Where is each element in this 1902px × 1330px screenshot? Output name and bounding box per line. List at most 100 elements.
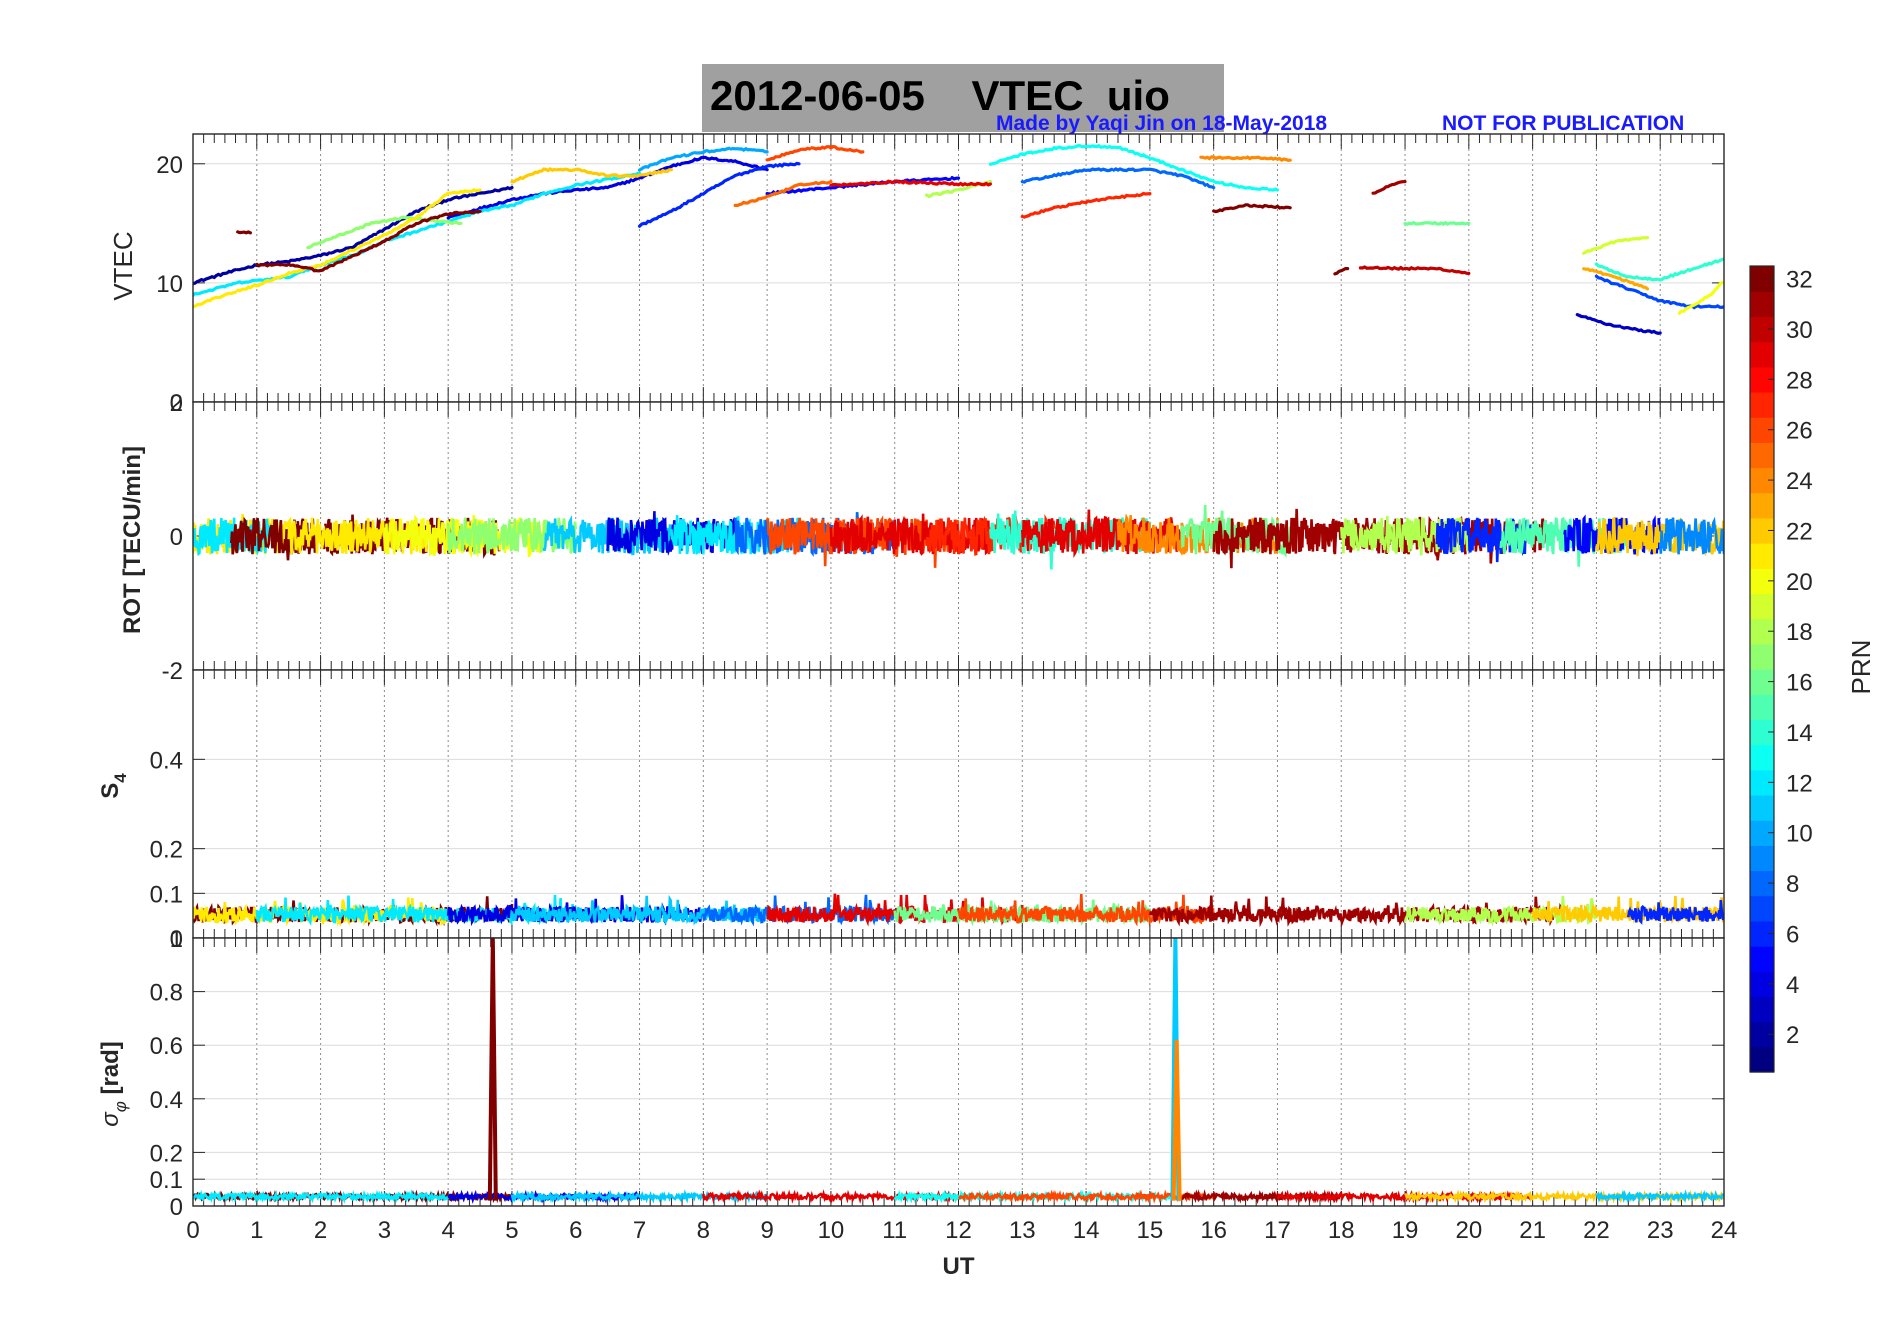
s4-trace-prn-11 bbox=[510, 894, 769, 926]
colorbar-tick-label: 26 bbox=[1786, 418, 1813, 445]
vtec-trace-prn-13 bbox=[988, 143, 1280, 192]
vtec-trace-prn-23 bbox=[1582, 267, 1650, 291]
x-tick-label: 18 bbox=[1328, 1217, 1355, 1244]
colorbar-band bbox=[1750, 492, 1774, 519]
vtec-trace-prn-6 bbox=[637, 161, 801, 228]
y-tick-label: 0.2 bbox=[150, 1140, 183, 1167]
x-tick-label: 5 bbox=[505, 1217, 518, 1244]
vtec-trace-prn-22 bbox=[510, 166, 673, 184]
y-tick-label: 0 bbox=[170, 1194, 183, 1221]
x-tick-label: 15 bbox=[1137, 1217, 1164, 1244]
s4-trace-prn-6 bbox=[1627, 899, 1724, 925]
x-tick-label: 16 bbox=[1200, 1217, 1227, 1244]
rot-trace-prn-18 bbox=[1340, 515, 1471, 556]
vtec-trace-prn-32 bbox=[1333, 267, 1350, 276]
colorbar-tick-label: 18 bbox=[1786, 619, 1813, 646]
vtec-trace-prn-30 bbox=[1358, 265, 1471, 275]
vtec-trace-prn-29 bbox=[829, 179, 992, 188]
s4-trace-prn-18 bbox=[1403, 896, 1598, 927]
colorbar-tick-label: 14 bbox=[1786, 720, 1813, 747]
x-tick-label: 1 bbox=[250, 1217, 263, 1244]
colorbar-label: PRN bbox=[1846, 640, 1876, 695]
y-tick-label: -2 bbox=[162, 658, 183, 685]
colorbar-band bbox=[1750, 291, 1774, 317]
y-axis-label: σφ [rad] bbox=[97, 1041, 130, 1127]
data-layer bbox=[193, 893, 1724, 928]
vtec-trace-prn-8 bbox=[1020, 167, 1216, 190]
colorbar-band bbox=[1750, 946, 1774, 972]
data-layer bbox=[193, 938, 1724, 1205]
y-axis-label-sub: φ bbox=[111, 1101, 130, 1112]
y-axis-label-main: S bbox=[97, 783, 124, 799]
colorbar-tick-label: 30 bbox=[1786, 317, 1813, 344]
x-tick-label: 23 bbox=[1647, 1217, 1674, 1244]
data-layer bbox=[193, 504, 1724, 570]
colorbar-band bbox=[1750, 845, 1774, 872]
y-tick-label: 0 bbox=[170, 524, 183, 551]
y-tick-label: 0.8 bbox=[150, 980, 183, 1007]
vtec-trace-prn-25 bbox=[733, 180, 833, 207]
colorbar-tick-label: 6 bbox=[1786, 921, 1799, 948]
rot-trace-prn-9 bbox=[1658, 516, 1724, 555]
plot-area bbox=[193, 938, 1724, 1206]
x-tick-label: 0 bbox=[186, 1217, 199, 1244]
vtec-trace-prn-7 bbox=[1594, 274, 1724, 310]
colorbar-band bbox=[1750, 643, 1774, 670]
panel-vtec: 0 10 20 VTEC bbox=[108, 133, 1725, 417]
vtec-trace-prn-10 bbox=[637, 146, 769, 172]
sigma-spike-prn-32 bbox=[487, 938, 498, 1201]
colorbar-tick-label: 12 bbox=[1786, 770, 1813, 797]
y-tick-label: 1 bbox=[170, 926, 183, 953]
x-tick-label: 14 bbox=[1073, 1217, 1100, 1244]
colorbar-tick-label: 28 bbox=[1786, 367, 1813, 394]
vtec-trace-prn-32 bbox=[236, 230, 252, 235]
y-axis-label-main: σ bbox=[97, 1111, 124, 1127]
vtec-trace-prn-24 bbox=[1199, 155, 1292, 162]
y-tick-label: 2 bbox=[170, 390, 183, 417]
y-tick-label: 0.1 bbox=[150, 881, 183, 908]
y-axis-label-sub: 4 bbox=[111, 773, 130, 783]
y-tick-label: 0 bbox=[170, 926, 183, 953]
x-tick-label: 20 bbox=[1455, 1217, 1482, 1244]
colorbar-band bbox=[1750, 794, 1774, 821]
x-tick-label: 22 bbox=[1583, 1217, 1610, 1244]
colorbar-band bbox=[1750, 593, 1774, 620]
vtec-trace-prn-14 bbox=[1594, 257, 1724, 282]
y-tick-label: 0.2 bbox=[150, 837, 183, 864]
x-tick-label: 24 bbox=[1711, 1217, 1738, 1244]
chart-title: 2012-06-05 VTEC uio bbox=[710, 72, 1170, 119]
y-tick-label: 0.4 bbox=[150, 1087, 183, 1114]
sigma-trace-prn-22 bbox=[1404, 1189, 1724, 1205]
colorbar-band bbox=[1750, 744, 1774, 771]
y-tick-label: 0.1 bbox=[150, 1167, 183, 1194]
colorbar-tick-label: 2 bbox=[1786, 1022, 1799, 1049]
y-tick-label: 0 bbox=[170, 390, 183, 417]
y-axis-label: S4 bbox=[97, 773, 130, 799]
sigma-trace-prn-11 bbox=[1595, 1189, 1724, 1204]
colorbar-band bbox=[1750, 391, 1774, 418]
colorbar-band bbox=[1750, 895, 1774, 922]
vtec-trace-prn-17 bbox=[306, 215, 463, 250]
colorbar-band bbox=[1750, 1046, 1774, 1073]
x-tick-label: 10 bbox=[818, 1217, 845, 1244]
not-for-publication-text: NOT FOR PUBLICATION bbox=[1442, 112, 1685, 135]
colorbar-tick-label: 10 bbox=[1786, 821, 1813, 848]
colorbar-band bbox=[1750, 543, 1774, 569]
vtec-trace-prn-26 bbox=[765, 144, 865, 162]
x-tick-label: 9 bbox=[760, 1217, 773, 1244]
colorbar-tick-label: 4 bbox=[1786, 972, 1799, 999]
vtec-trace-prn-19 bbox=[1582, 236, 1650, 255]
panel-s4: 0 0.1 0.2 0.4 S4 bbox=[97, 669, 1725, 953]
credit-text: Made by Yaqi Jin on 18-May-2018 bbox=[996, 112, 1328, 135]
colorbar-tick-label: 32 bbox=[1786, 267, 1813, 294]
colorbar-tick-label: 24 bbox=[1786, 468, 1813, 495]
x-tick-label: 19 bbox=[1392, 1217, 1419, 1244]
y-tick-label: 0.4 bbox=[150, 747, 183, 774]
x-tick-label: 21 bbox=[1519, 1217, 1546, 1244]
colorbar-tick-label: 22 bbox=[1786, 518, 1813, 545]
x-tick-label: 4 bbox=[441, 1217, 454, 1244]
y-axis-label: VTEC bbox=[108, 231, 138, 300]
colorbar-band bbox=[1750, 442, 1774, 469]
